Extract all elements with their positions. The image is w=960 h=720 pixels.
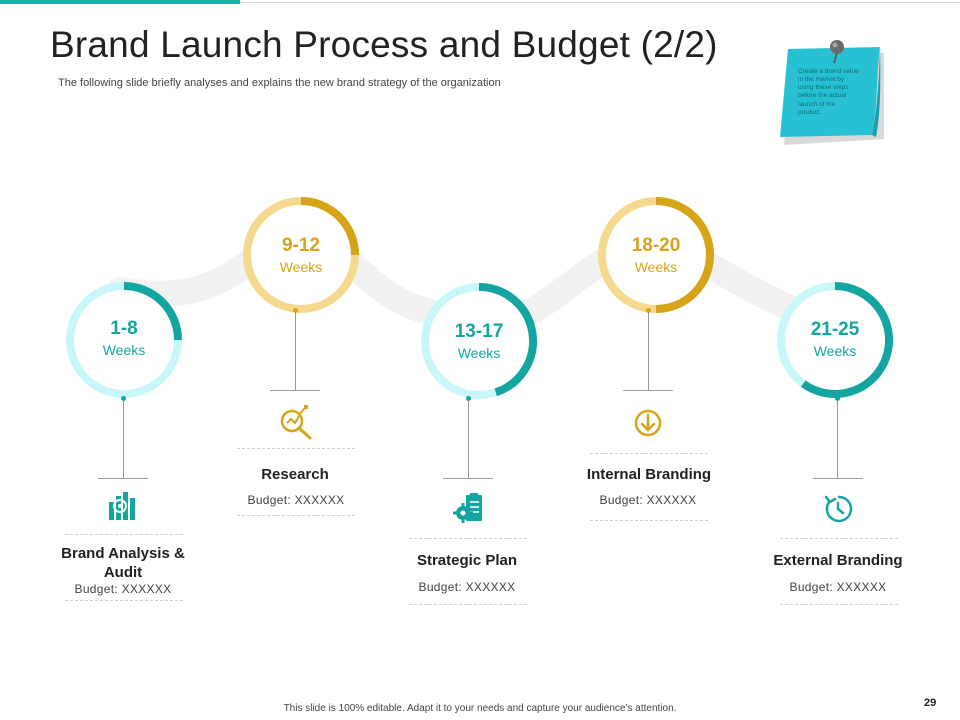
connector-line <box>837 400 838 478</box>
connector-base <box>623 390 673 391</box>
weeks-range: 1-8 <box>110 318 138 339</box>
divider-bottom <box>65 600 183 601</box>
footer-note: This slide is 100% editable. Adapt it to… <box>283 703 677 714</box>
ring-step-2 <box>243 197 359 313</box>
divider-bottom <box>780 604 898 605</box>
slide-subtitle: The following slide briefly analyses and… <box>58 77 501 89</box>
circle-step-5: 21-25 Weeks <box>774 279 896 401</box>
divider-top <box>237 448 355 449</box>
sticky-note <box>780 47 884 145</box>
connector-dot <box>293 308 298 313</box>
weeks-range: 18-20 <box>631 235 681 256</box>
divider-bottom <box>237 515 355 516</box>
divider-top <box>780 538 898 539</box>
weeks-unit: Weeks <box>634 259 678 275</box>
step-name: Research <box>261 466 329 483</box>
weeks-range: 13-17 <box>454 321 504 342</box>
ring-step-1 <box>66 282 182 398</box>
circle-step-3: 13-17 Weeks <box>418 280 540 402</box>
divider-top <box>65 534 183 535</box>
divider-bottom <box>590 520 708 521</box>
connector-line <box>648 312 649 390</box>
connector-line <box>295 312 296 390</box>
weeks-unit: Weeks <box>102 342 146 358</box>
divider-top <box>409 538 527 539</box>
step-budget: Budget: XXXXXX <box>74 582 172 596</box>
bar-chart-icon <box>109 492 135 520</box>
gear-clipboard-icon <box>453 493 482 523</box>
connector-base <box>813 478 863 479</box>
connector-line <box>468 400 469 478</box>
slide-title: Brand Launch Process and Budget (2/2) <box>50 24 718 65</box>
weeks-range: 9-12 <box>281 235 321 256</box>
step-budget: Budget: XXXXXX <box>418 580 516 594</box>
connector-base <box>270 390 320 391</box>
circle-step-4: 18-20 Weeks <box>595 194 717 316</box>
ring-step-4 <box>598 197 714 313</box>
divider-bottom <box>409 604 527 605</box>
magnifier-trend-icon <box>280 405 312 440</box>
connector-dot <box>835 396 840 401</box>
sticky-note-text: Create a brand value in the market by us… <box>798 68 859 116</box>
step-name: Brand Analysis & Audit <box>61 545 185 581</box>
circle-step-2: 9-12 Weeks <box>240 194 362 316</box>
connector-dot <box>646 308 651 313</box>
pushpin-icon <box>830 40 844 64</box>
weeks-range: 21-25 <box>810 319 860 340</box>
connector-dot <box>121 396 126 401</box>
step-budget: Budget: XXXXXX <box>247 493 345 507</box>
ring-step-5 <box>777 282 893 398</box>
connector-base <box>443 478 493 479</box>
divider-top <box>590 453 708 454</box>
weeks-unit: Weeks <box>279 259 323 275</box>
weeks-unit: Weeks <box>813 343 857 359</box>
top-accent-bar <box>0 0 240 4</box>
circle-step-1: 1-8 Weeks <box>63 279 185 401</box>
refresh-clock-icon <box>824 495 853 523</box>
weeks-unit: Weeks <box>457 345 501 361</box>
page-number: 29 <box>924 697 937 709</box>
ring-step-3 <box>421 283 538 399</box>
connector-base <box>98 478 148 479</box>
connector-line <box>123 400 124 478</box>
step-name: Internal Branding <box>586 466 712 483</box>
step-budget: Budget: XXXXXX <box>599 493 697 507</box>
step-name: Strategic Plan <box>416 552 518 569</box>
step-name: External Branding <box>773 552 903 569</box>
top-divider <box>240 2 960 3</box>
down-arrow-circle-icon <box>634 409 662 437</box>
step-budget: Budget: XXXXXX <box>789 580 887 594</box>
connector-dot <box>466 396 471 401</box>
